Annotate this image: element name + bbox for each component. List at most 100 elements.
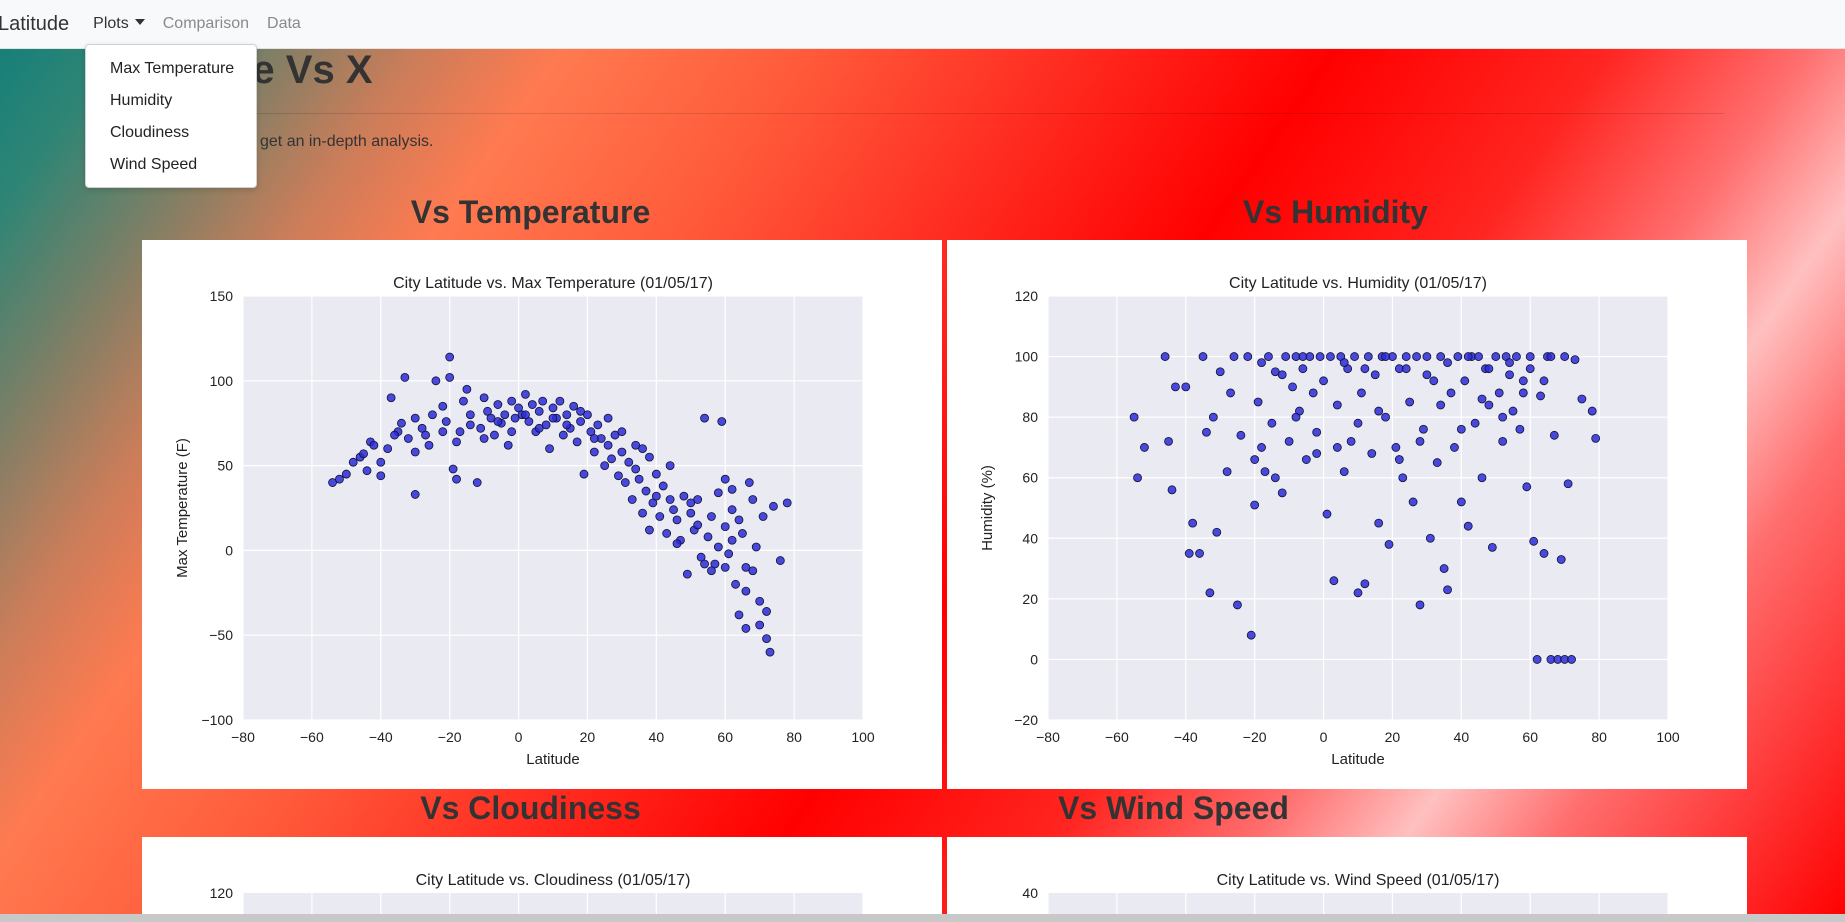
data-point (1405, 397, 1415, 407)
data-point (1518, 376, 1528, 386)
data-point (576, 417, 585, 426)
data-point (1394, 455, 1404, 464)
data-point (1281, 352, 1291, 361)
data-point (672, 515, 682, 525)
data-point (1233, 600, 1242, 610)
dropdown-item-wind-speed[interactable]: Wind Speed (110, 156, 198, 173)
x-axis-label: Latitude (526, 751, 579, 768)
x-tick-label: 40 (1454, 729, 1470, 745)
data-point (400, 373, 410, 382)
x-tick-label: 0 (1320, 729, 1328, 745)
data-point (555, 396, 565, 406)
data-point (1298, 364, 1308, 374)
temperature-chart-panel[interactable]: City Latitude vs. Max Temperature (01/05… (142, 240, 942, 789)
data-point (748, 566, 758, 576)
data-point (1312, 427, 1322, 437)
data-point (472, 478, 482, 487)
dropdown-item-max-temperature[interactable]: Max Temperature (110, 60, 235, 77)
data-point (593, 420, 603, 430)
data-point (576, 406, 585, 416)
nav-comparison[interactable]: Comparison (162, 15, 250, 32)
wind-speed-scatter-chart: City Latitude vs. Wind Speed (01/05/17) 4… (1022, 872, 1669, 914)
data-point (562, 420, 572, 430)
data-point (765, 647, 775, 657)
data-point (579, 469, 589, 479)
data-point (510, 413, 520, 423)
data-point (727, 535, 737, 545)
data-point (1422, 370, 1432, 380)
data-point (1494, 388, 1504, 398)
y-tick-label: 50 (217, 458, 233, 474)
data-point (707, 566, 716, 576)
data-point (1505, 370, 1514, 380)
data-point (1308, 388, 1318, 398)
data-point (1505, 358, 1514, 368)
data-point (586, 427, 596, 437)
navbar-brand[interactable]: Latitude (0, 12, 70, 35)
data-point (1539, 376, 1549, 386)
data-point (1484, 364, 1494, 374)
data-point (1460, 376, 1470, 386)
data-point (755, 596, 765, 606)
data-point (703, 532, 713, 542)
data-point (1570, 355, 1580, 364)
data-point (1453, 352, 1463, 361)
humidity-chart-panel[interactable]: City Latitude vs. Humidity (01/05/17) −80… (947, 240, 1747, 789)
data-point (665, 495, 675, 504)
x-tick-label: −80 (1036, 729, 1060, 745)
y-tick-label: −20 (1014, 712, 1038, 728)
data-point (1456, 424, 1466, 434)
data-point (1477, 473, 1487, 483)
dropdown-item-cloudiness[interactable]: Cloudiness (110, 124, 190, 141)
data-point (335, 474, 344, 484)
data-point (589, 434, 599, 443)
chart-title: City Latitude vs. Cloudiness (01/05/17) (416, 872, 691, 889)
x-tick-label: 80 (786, 729, 802, 745)
data-point (700, 413, 709, 423)
data-point (662, 529, 672, 538)
data-point (410, 413, 420, 423)
data-point (638, 508, 647, 518)
data-point (1408, 497, 1418, 507)
data-point (459, 396, 468, 406)
data-point (738, 529, 747, 538)
data-point (410, 490, 420, 499)
y-tick-label: 40 (1022, 530, 1038, 546)
data-point (1484, 400, 1494, 410)
data-point (1129, 412, 1139, 422)
data-point (1498, 412, 1508, 422)
caret-down-icon (134, 19, 145, 25)
data-point (507, 427, 517, 437)
nav-plots-dropdown-toggle[interactable]: Plots (93, 15, 145, 33)
data-point (1236, 430, 1246, 440)
data-point (1384, 539, 1394, 549)
navbar: Latitude Plots Comparison Data (0, 0, 1845, 49)
data-point (1360, 364, 1370, 374)
section-title-cloudiness: Vs Cloudiness (420, 790, 641, 826)
data-point (1567, 655, 1576, 664)
horizontal-scrollbar[interactable] (0, 914, 1845, 922)
nav-data[interactable]: Data (267, 15, 301, 32)
data-point (1470, 418, 1480, 428)
data-point (1450, 443, 1459, 452)
chart-title: City Latitude vs. Max Temperature (01/05… (393, 275, 713, 292)
data-point (1463, 352, 1473, 361)
data-point (1326, 352, 1335, 361)
data-point (1243, 352, 1253, 361)
data-point (1591, 433, 1601, 443)
data-point (527, 400, 537, 409)
data-point (493, 417, 503, 426)
data-point (1563, 479, 1573, 489)
data-point (707, 512, 716, 521)
dropdown-item-humidity[interactable]: Humidity (110, 92, 173, 109)
data-point (1498, 436, 1508, 446)
data-point (514, 403, 523, 413)
data-point (545, 444, 554, 454)
wind-speed-chart-panel[interactable]: City Latitude vs. Wind Speed (01/05/17) 4… (947, 837, 1747, 914)
data-point (1339, 467, 1349, 477)
data-point (665, 461, 675, 471)
data-point (1267, 418, 1277, 428)
cloudiness-chart-panel[interactable]: City Latitude vs. Cloudiness (01/05/17) 1… (142, 837, 942, 914)
data-point (634, 474, 644, 484)
data-point (369, 440, 379, 450)
